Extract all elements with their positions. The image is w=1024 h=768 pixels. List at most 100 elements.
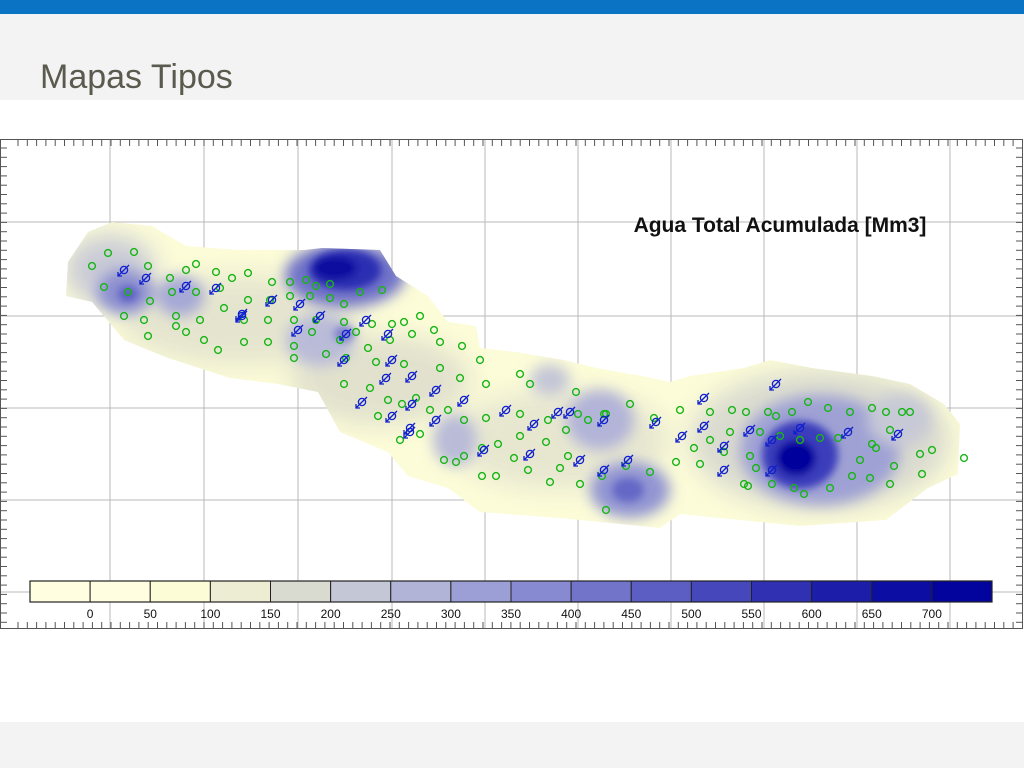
producer-well-marker	[399, 317, 409, 327]
producer-well-marker	[145, 296, 155, 306]
producer-well-marker	[515, 431, 525, 441]
injector-well-marker	[457, 394, 470, 407]
producer-well-marker	[355, 287, 365, 297]
injector-well-marker	[339, 328, 352, 341]
producer-well-marker	[795, 435, 805, 445]
injector-well-marker	[265, 294, 278, 307]
legend-tick-label: 600	[802, 607, 822, 621]
legend-swatch	[270, 580, 332, 603]
injector-well-marker	[379, 372, 392, 385]
producer-well-marker	[119, 311, 129, 321]
producer-well-marker	[139, 315, 149, 325]
legend-swatch	[811, 580, 873, 603]
legend-tick-label: 150	[260, 607, 280, 621]
producer-well-marker	[263, 337, 273, 347]
producer-well-marker	[555, 463, 565, 473]
producer-well-marker	[515, 409, 525, 419]
producer-well-marker	[399, 359, 409, 369]
legend-tick-label: 700	[922, 607, 942, 621]
legend-border	[29, 580, 993, 603]
injector-well-marker	[563, 406, 576, 419]
producer-well-marker	[373, 411, 383, 421]
injector-well-marker	[597, 464, 610, 477]
producer-well-marker	[307, 327, 317, 337]
producer-well-marker	[181, 327, 191, 337]
injector-wells	[117, 264, 904, 477]
producer-well-marker	[387, 319, 397, 329]
producer-well-marker	[371, 357, 381, 367]
producer-well-marker	[211, 267, 221, 277]
producer-well-marker	[561, 425, 571, 435]
producer-well-marker	[515, 369, 525, 379]
injector-well-marker	[841, 426, 854, 439]
producer-well-marker	[325, 293, 335, 303]
producer-well-marker	[455, 373, 465, 383]
producer-well-marker	[475, 355, 485, 365]
injector-well-marker	[765, 434, 778, 447]
legend-swatch	[209, 580, 271, 603]
producer-well-marker	[571, 387, 581, 397]
producer-well-marker	[219, 303, 229, 313]
injector-well-marker	[891, 428, 904, 441]
footer-band	[0, 722, 1024, 768]
producer-well-marker	[927, 445, 937, 455]
contour-map-svg: Agua Total Acumulada [Mm3] 0 50 100 150 200 2…	[0, 139, 1023, 629]
producer-well-marker	[339, 299, 349, 309]
injector-well-marker	[291, 324, 304, 337]
producer-well-marker	[195, 315, 205, 325]
producer-well-marker	[415, 429, 425, 439]
legend-tick-label: 250	[381, 607, 401, 621]
producer-well-marker	[289, 353, 299, 363]
producer-well-marker	[601, 505, 611, 515]
producer-well-marker	[741, 407, 751, 417]
producer-well-marker	[285, 277, 295, 287]
producer-well-marker	[435, 363, 445, 373]
producer-well-marker	[435, 337, 445, 347]
producer-well-marker	[243, 268, 253, 278]
producer-well-marker	[575, 479, 585, 489]
injector-well-marker	[675, 430, 688, 443]
injector-well-marker	[359, 314, 372, 327]
injector-well-marker	[769, 378, 782, 391]
producer-well-marker	[523, 465, 533, 475]
producer-well-marker	[191, 259, 201, 269]
injector-well-marker	[179, 280, 192, 293]
producer-well-marker	[103, 248, 113, 258]
producer-well-marker	[439, 455, 449, 465]
producer-well-marker	[705, 407, 715, 417]
injector-well-marker	[649, 416, 662, 429]
producer-well-marker	[583, 415, 593, 425]
producer-well-marker	[363, 343, 373, 353]
producer-well-marker	[301, 275, 311, 285]
producer-well-marker	[459, 451, 469, 461]
producer-well-marker	[855, 455, 865, 465]
legend-tick-label: 650	[862, 607, 882, 621]
producer-well-marker	[493, 439, 503, 449]
producer-well-marker	[865, 473, 875, 483]
producer-well-marker	[165, 273, 175, 283]
slide-title: Mapas Tipos	[40, 58, 233, 96]
producer-well-marker	[171, 321, 181, 331]
producer-well-marker	[745, 451, 755, 461]
legend-tick-label: 350	[501, 607, 521, 621]
injector-well-marker	[337, 354, 350, 367]
producer-well-marker	[227, 273, 237, 283]
producer-well-marker	[845, 407, 855, 417]
legend-swatch	[89, 580, 151, 603]
legend-tick-label: 0	[87, 607, 94, 621]
producer-well-marker	[889, 461, 899, 471]
producer-well-marker	[799, 489, 809, 499]
map-title: Agua Total Acumulada [Mm3]	[634, 214, 927, 237]
producer-well-marker	[885, 479, 895, 489]
producer-well-marker	[289, 341, 299, 351]
legend-swatch	[871, 580, 933, 603]
producer-well-marker	[751, 463, 761, 473]
producer-well-marker	[563, 451, 573, 461]
producer-well-marker	[191, 287, 201, 297]
legend-swatch	[931, 580, 993, 603]
producer-well-marker	[725, 427, 735, 437]
producer-well-marker	[477, 471, 487, 481]
producer-well-marker	[645, 467, 655, 477]
injector-well-marker	[765, 464, 778, 477]
producer-well-marker	[123, 287, 133, 297]
